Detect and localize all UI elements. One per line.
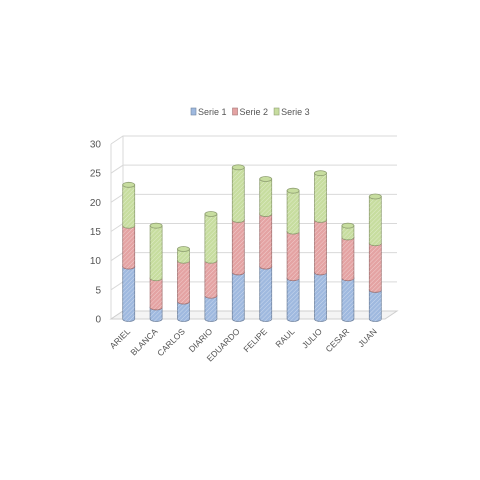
bar-segment — [259, 176, 273, 217]
bar-segment-hatch — [259, 266, 272, 322]
bar-segment-hatch — [177, 249, 190, 264]
bar-segment — [177, 246, 190, 264]
legend-label: Serie 1 — [198, 107, 227, 117]
x-category-label: JUAN — [356, 326, 379, 349]
bar-segment — [341, 234, 355, 282]
bar-segment-hatch — [232, 219, 245, 275]
bar-segment-hatch — [122, 266, 135, 322]
bar-segment — [314, 269, 327, 322]
bar-segment — [204, 257, 218, 299]
bar-segment — [149, 222, 163, 282]
bar-segment — [122, 181, 136, 229]
legend-item: Serie 1 — [190, 107, 227, 117]
bar-segment — [231, 164, 245, 223]
legend: Serie 1 Serie 2 Serie 3 — [190, 107, 310, 117]
bar-segment-hatch — [314, 219, 327, 275]
bar-segment-hatch — [341, 278, 354, 322]
bar-segment-hatch — [204, 214, 217, 264]
bar-segment-hatch — [150, 307, 163, 322]
bar-segment-top — [368, 193, 382, 200]
legend-swatch — [190, 107, 197, 116]
bar-segment-hatch — [177, 301, 190, 322]
bar-segment-hatch — [259, 179, 272, 217]
bar-segment-hatch — [232, 272, 245, 322]
bar-segment-hatch — [341, 225, 354, 240]
y-tick-label: 10 — [90, 256, 102, 267]
bar-segment — [314, 170, 327, 223]
x-category-label: JULIO — [300, 326, 324, 350]
bar-segment — [286, 228, 300, 282]
bar-segment — [341, 275, 355, 322]
bar-segment-top — [204, 211, 218, 217]
bar-segment — [122, 263, 136, 322]
y-tick-label: 20 — [90, 198, 102, 209]
bar-segment — [177, 257, 190, 305]
bar-segment-hatch — [122, 184, 135, 229]
bar-segment-hatch — [150, 225, 163, 281]
x-category-label: RAUL — [273, 326, 296, 349]
x-category-label: CESAR — [324, 326, 352, 354]
bar-segment — [341, 222, 355, 241]
bar-segment-top — [314, 170, 327, 177]
bar-segment-hatch — [204, 295, 217, 322]
gridline — [110, 164, 397, 174]
y-tick-label: 5 — [95, 285, 101, 296]
bar-segment — [259, 211, 273, 270]
x-category-label: FELIPE — [241, 326, 269, 354]
bars — [122, 164, 382, 322]
bar-segment-hatch — [369, 196, 382, 246]
bar-segment-hatch — [177, 260, 190, 304]
gridline — [110, 193, 397, 203]
bar-segment-hatch — [369, 243, 382, 293]
bar-segment — [231, 216, 245, 276]
bar-segment-top — [231, 164, 245, 171]
x-category-label: CARLOS — [155, 326, 187, 358]
bar-segment-top — [177, 246, 190, 252]
bar-segment — [368, 193, 382, 247]
bar-segment-hatch — [287, 231, 300, 281]
bar-segment — [286, 187, 300, 235]
bar-segment-hatch — [287, 278, 300, 322]
x-category-label: BLANCA — [128, 326, 159, 357]
bar-segment — [314, 216, 327, 276]
y-tick-label: 30 — [90, 140, 102, 151]
bar-segment — [368, 240, 382, 293]
bar-segment-hatch — [341, 237, 354, 281]
legend-swatch — [273, 107, 280, 116]
x-category-label: ARIEL — [108, 326, 133, 351]
bar-segment-top — [286, 187, 300, 194]
bar-segment-top — [122, 181, 136, 188]
bar-segment-hatch — [314, 173, 327, 223]
bar-segment — [259, 263, 273, 322]
bar-segment-hatch — [204, 260, 217, 299]
bar-segment-top — [341, 222, 355, 229]
bar-segment-hatch — [259, 214, 272, 269]
bar-segment-hatch — [369, 289, 382, 322]
legend-item: Serie 2 — [232, 107, 269, 117]
legend-swatch — [232, 107, 238, 116]
gridline — [110, 135, 397, 145]
bar-segment — [231, 269, 245, 322]
bar-segment — [286, 275, 300, 322]
bar-segment-top — [149, 222, 163, 229]
bar-segment — [122, 222, 136, 270]
y-tick-label: 15 — [90, 227, 102, 238]
legend-item: Serie 3 — [273, 107, 310, 117]
bar-segment-hatch — [150, 278, 163, 310]
legend-label: Serie 3 — [281, 107, 310, 117]
legend-label: Serie 2 — [240, 107, 269, 117]
bar-segment — [204, 211, 218, 264]
bar-segment-hatch — [122, 225, 135, 269]
bar-segment-top — [259, 176, 273, 182]
bar-segment-hatch — [232, 167, 245, 223]
bar-segment-hatch — [287, 190, 300, 234]
bar-segment-hatch — [314, 272, 327, 322]
y-tick-label: 25 — [90, 169, 102, 180]
y-tick-label: 0 — [95, 315, 101, 326]
y-axis: 0 5 10 15 20 25 30 — [90, 140, 102, 326]
